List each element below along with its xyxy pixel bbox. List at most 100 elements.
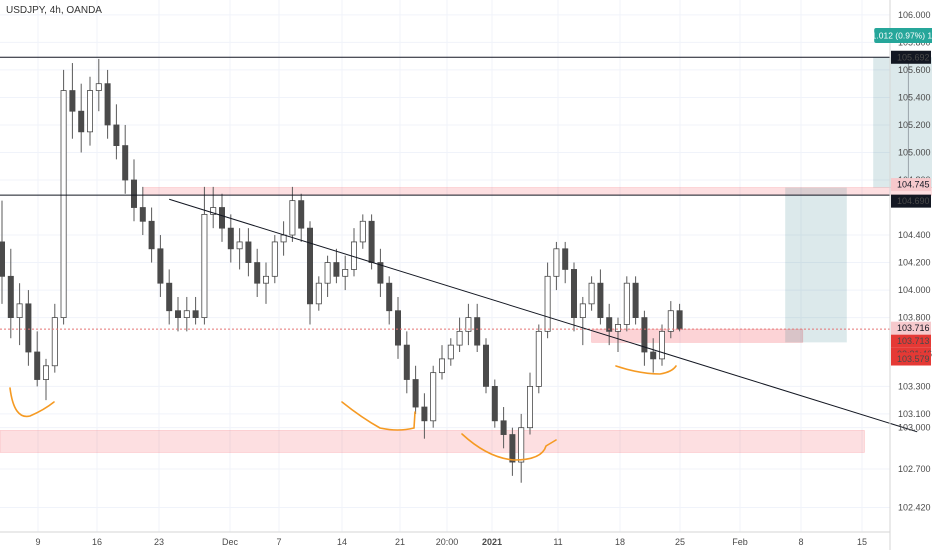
candle bbox=[377, 248, 384, 297]
x-tick-label: 21 bbox=[395, 537, 405, 547]
candle bbox=[667, 301, 674, 339]
candle bbox=[262, 262, 269, 304]
candle bbox=[650, 338, 657, 373]
candle bbox=[615, 317, 622, 352]
candle bbox=[641, 310, 648, 366]
candle bbox=[342, 255, 349, 291]
price-label-zone-top: 104.745 bbox=[891, 178, 931, 192]
x-tick-label: 14 bbox=[337, 537, 347, 547]
candle bbox=[447, 338, 454, 366]
candle bbox=[403, 331, 410, 394]
candle bbox=[623, 276, 630, 332]
candle bbox=[386, 276, 393, 325]
candle bbox=[87, 76, 94, 146]
swing-low-marker bbox=[461, 433, 557, 461]
svg-text:104.745: 104.745 bbox=[897, 180, 930, 190]
position-box-2 bbox=[873, 57, 932, 188]
x-tick-label: 23 bbox=[154, 537, 164, 547]
candle bbox=[122, 124, 129, 194]
time-axis[interactable]: 9 16 23 Dec 7 14 21 20:00 2021 11 18 25 Feb 8 15 bbox=[35, 537, 867, 547]
svg-text:104.690: 104.690 bbox=[897, 196, 930, 206]
svg-text:103.716: 103.716 bbox=[897, 323, 930, 333]
candle bbox=[509, 427, 516, 476]
candle bbox=[324, 255, 331, 297]
candle bbox=[148, 207, 155, 263]
y-tick-label: 103.300 bbox=[898, 381, 931, 391]
candle bbox=[130, 159, 137, 222]
candle bbox=[606, 303, 613, 346]
price-label-lower-line: 104.690 bbox=[891, 194, 931, 208]
position-box-1 bbox=[785, 187, 847, 343]
candle bbox=[60, 69, 67, 325]
candle bbox=[579, 296, 586, 346]
candle bbox=[553, 241, 560, 291]
y-tick-label: 104.400 bbox=[898, 230, 931, 240]
price-labels: 105.692104.745104.690103.716103.71302:31… bbox=[872, 28, 932, 366]
candle bbox=[306, 221, 313, 325]
chart-title: USDJPY, 4h, OANDA bbox=[6, 5, 102, 16]
svg-text:1.012 (0.97%) 101.2: 1.012 (0.97%) 101.2 bbox=[872, 31, 932, 41]
candle bbox=[544, 262, 551, 339]
candle bbox=[597, 269, 604, 325]
candle bbox=[474, 303, 481, 352]
x-tick-label: 15 bbox=[857, 537, 867, 547]
candle bbox=[174, 296, 181, 332]
candle bbox=[298, 193, 305, 242]
candle bbox=[588, 276, 595, 311]
price-label-sell: 103.713 bbox=[891, 334, 931, 348]
y-tick-label: 104.200 bbox=[898, 258, 931, 268]
x-tick-label: 20:00 bbox=[436, 537, 459, 547]
candle bbox=[315, 276, 322, 311]
candle bbox=[333, 248, 340, 284]
candle bbox=[394, 296, 401, 359]
candle bbox=[456, 317, 463, 352]
swing-low-marker bbox=[615, 365, 677, 375]
y-tick-label: 106.000 bbox=[898, 10, 931, 20]
candle bbox=[104, 69, 111, 139]
candle bbox=[465, 303, 472, 346]
candle bbox=[7, 248, 14, 339]
candle bbox=[192, 296, 199, 325]
candle bbox=[482, 338, 489, 394]
candle bbox=[34, 331, 41, 387]
trendline[interactable] bbox=[169, 198, 918, 433]
candle bbox=[227, 214, 234, 263]
position-badge: 1.012 (0.97%) 101.2 bbox=[872, 28, 932, 43]
candle bbox=[659, 324, 666, 366]
x-tick-label: 2021 bbox=[482, 537, 502, 547]
candle bbox=[51, 303, 58, 373]
candles bbox=[0, 58, 683, 483]
candle bbox=[16, 283, 23, 346]
svg-text:103.579: 103.579 bbox=[897, 354, 930, 364]
candle bbox=[359, 214, 366, 249]
y-tick-label: 105.400 bbox=[898, 92, 931, 102]
svg-text:103.713: 103.713 bbox=[897, 336, 930, 346]
candle bbox=[25, 290, 32, 366]
candle bbox=[412, 365, 419, 414]
candle bbox=[157, 235, 164, 297]
candle bbox=[210, 186, 217, 229]
candle bbox=[421, 393, 428, 439]
candle bbox=[271, 235, 278, 284]
candle bbox=[69, 63, 76, 139]
x-tick-label: 9 bbox=[35, 537, 40, 547]
candle bbox=[289, 186, 296, 242]
candle bbox=[218, 193, 225, 242]
y-tick-label: 105.000 bbox=[898, 147, 931, 157]
x-tick-label: Dec bbox=[222, 537, 239, 547]
candle bbox=[254, 248, 261, 297]
candle bbox=[236, 228, 243, 270]
y-tick-label: 103.100 bbox=[898, 409, 931, 419]
candle bbox=[245, 228, 252, 277]
price-axis[interactable]: 106.000105.800105.600105.400105.200105.0… bbox=[898, 10, 931, 513]
candle bbox=[632, 276, 639, 325]
price-label-upper-line: 105.692 bbox=[891, 50, 931, 64]
swing-low-marker bbox=[9, 387, 55, 418]
y-tick-label: 103.800 bbox=[898, 313, 931, 323]
x-tick-label: 25 bbox=[675, 537, 685, 547]
x-tick-label: 18 bbox=[615, 537, 625, 547]
candle bbox=[183, 296, 190, 332]
